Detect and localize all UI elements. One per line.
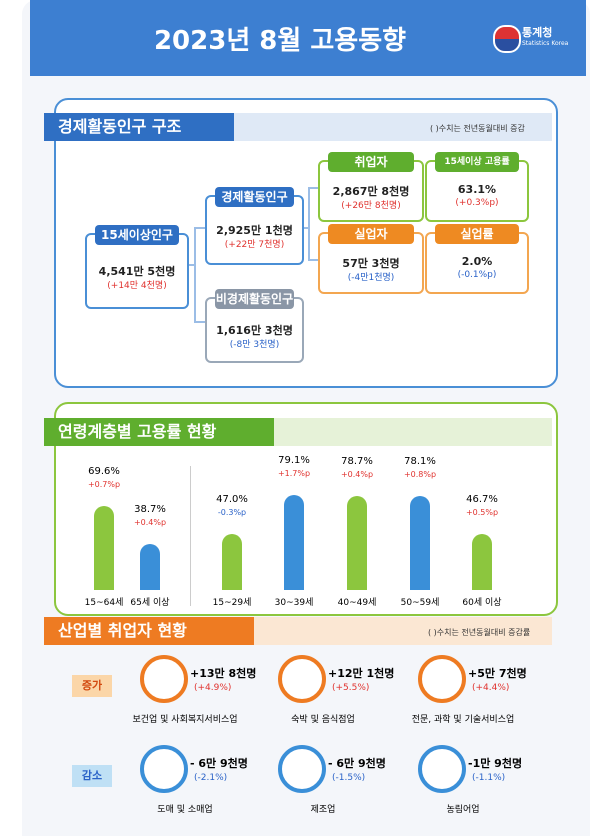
- value-label: 46.7%: [466, 493, 498, 505]
- bar: [222, 533, 242, 590]
- value-label: 78.7%: [341, 455, 373, 467]
- bar: [284, 495, 304, 590]
- change-label: +0.7%p: [87, 480, 121, 490]
- section-title: 연령계층별 고용률 현황: [44, 418, 288, 446]
- item-value: - 6만 9천명: [190, 757, 248, 770]
- box-value: 1,616만 3천명: [216, 324, 293, 337]
- box-change: (-8만 3천명): [229, 340, 280, 350]
- group-label: 증가: [72, 675, 112, 697]
- item-rate: (+4.9%): [194, 683, 232, 693]
- category-label: 15~64세: [84, 598, 124, 608]
- change-label: +0.4%p: [133, 517, 167, 527]
- info-box: 15세이상인구 4,541만 5천명 (+14만 4천명): [85, 225, 189, 309]
- item-value: +12만 1천명: [328, 667, 395, 680]
- bar: [140, 543, 160, 590]
- value-label: 79.1%: [278, 455, 310, 467]
- box-change: (-4만1천명): [347, 273, 395, 283]
- info-box: 취업자 2,867만 8천명 (+26만 8천명): [318, 152, 424, 222]
- note: ( )수치는 전년동월대비 증감률: [428, 628, 531, 637]
- change-label: -0.3%p: [217, 507, 247, 517]
- box-change: (-0.1%p): [457, 270, 497, 280]
- change-label: +0.5%p: [465, 507, 499, 517]
- bar: [347, 495, 367, 590]
- logo-mark: [493, 25, 521, 53]
- change-label: +0.4%p: [340, 469, 374, 479]
- box-value: 57만 3천명: [342, 257, 400, 270]
- section-title: 경제활동인구 구조: [44, 113, 248, 141]
- category-label: 65세 이상: [130, 598, 170, 608]
- item-name: 제조업: [310, 805, 336, 815]
- item-rate: (-2.1%): [194, 773, 228, 783]
- info-box: 경제활동인구 2,925만 1천명 (+22만 7천명): [205, 187, 304, 265]
- section-title: 산업별 취업자 현황: [44, 617, 268, 645]
- box-value: 4,541만 5천명: [98, 265, 176, 278]
- logo: 통계청: [522, 26, 553, 39]
- change-label: +1.7%p: [277, 469, 311, 479]
- box-change: (+22만 7천명): [224, 240, 285, 250]
- item-name: 도매 및 소매업: [157, 805, 213, 815]
- item-rate: (+5.5%): [332, 683, 370, 693]
- box-value: 2,867만 8천명: [332, 185, 410, 198]
- icon: [278, 655, 326, 703]
- note: ( )수치는 전년동월대비 증감: [430, 124, 525, 133]
- item-value: -1만 9천명: [468, 757, 523, 770]
- item-name: 보건업 및 사회복지서비스업: [132, 715, 238, 725]
- icon: [418, 745, 466, 793]
- value-label: 78.1%: [404, 456, 436, 468]
- info-box: 15세이상 고용률 63.1% (+0.3%p): [425, 152, 529, 222]
- box-label: 15세이상 고용률: [435, 152, 519, 172]
- item-value: +5만 7천명: [468, 667, 527, 680]
- box-value: 63.1%: [457, 183, 497, 196]
- box-label: 비경제활동인구: [215, 289, 294, 309]
- category-label: 30~39세: [274, 598, 314, 608]
- box-label: 실업자: [328, 224, 414, 244]
- item-rate: (-1.1%): [472, 773, 506, 783]
- box-value: 2,925만 1천명: [216, 224, 293, 237]
- category-label: 15~29세: [212, 598, 252, 608]
- value-label: 38.7%: [134, 503, 166, 515]
- title: 2023년 8월 고용동향: [153, 26, 407, 56]
- value-label: 69.6%: [88, 466, 120, 478]
- divider: [190, 466, 191, 606]
- item-name: 숙박 및 음식점업: [291, 715, 355, 725]
- box-change: (+26만 8천명): [341, 201, 401, 211]
- group-label: 감소: [72, 765, 112, 787]
- box-change: (+0.3%p): [455, 198, 499, 208]
- icon: [140, 655, 188, 703]
- icon: [140, 745, 188, 793]
- change-label: +0.8%p: [403, 470, 437, 480]
- value-label: 47.0%: [216, 493, 248, 505]
- section-band: [274, 418, 552, 446]
- box-label: 경제활동인구: [215, 187, 294, 207]
- item-rate: (-1.5%): [332, 773, 366, 783]
- icon: [278, 745, 326, 793]
- category-label: 40~49세: [337, 598, 377, 608]
- box-value: 2.0%: [461, 255, 493, 268]
- item-name: 전문, 과학 및 기술서비스업: [411, 715, 515, 725]
- box-label: 취업자: [328, 152, 414, 172]
- category-label: 50~59세: [400, 598, 440, 608]
- item-value: - 6만 9천명: [328, 757, 386, 770]
- info-box: 비경제활동인구 1,616만 3천명 (-8만 3천명): [205, 289, 304, 363]
- category-label: 60세 이상: [462, 598, 502, 608]
- box-change: (+14만 4천명): [107, 281, 167, 291]
- bar: [94, 506, 114, 590]
- bar: [410, 496, 430, 590]
- bar: [472, 533, 492, 590]
- section-band: [254, 617, 552, 645]
- info-box: 실업자 57만 3천명 (-4만1천명): [318, 224, 424, 294]
- item-value: +13만 8천명: [190, 667, 257, 680]
- item-name: 농림어업: [446, 805, 480, 815]
- section-band: [234, 113, 552, 141]
- box-label: 실업률: [435, 224, 519, 244]
- box-label: 15세이상인구: [95, 225, 179, 245]
- icon: [418, 655, 466, 703]
- item-rate: (+4.4%): [472, 683, 510, 693]
- logo-sub: Statistics Korea: [522, 40, 569, 47]
- info-box: 실업률 2.0% (-0.1%p): [425, 224, 529, 294]
